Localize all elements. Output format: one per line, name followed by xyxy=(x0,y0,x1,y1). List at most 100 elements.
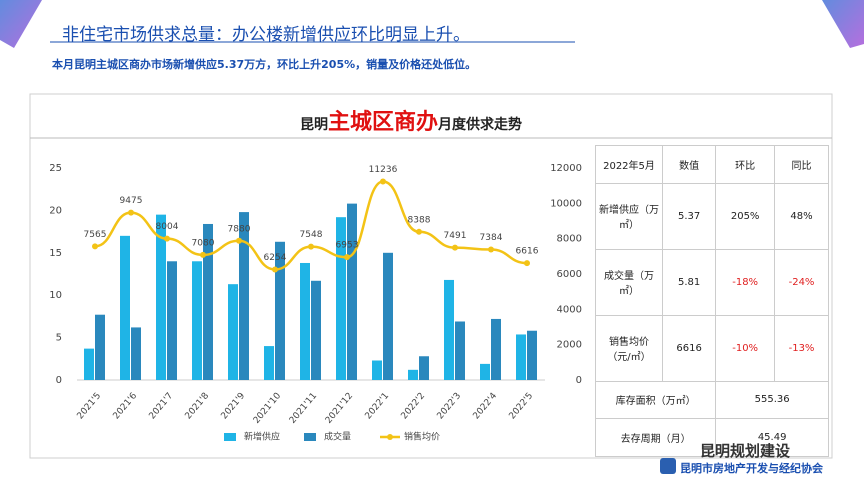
cell: 205% xyxy=(715,182,776,250)
data-table: 2022年5月 数值 环比 同比 新增供应（万㎡） 5.37 205% 48% 成交量（万㎡… xyxy=(594,145,829,457)
x-tick-label: 2021'5 xyxy=(76,391,104,421)
cell: 48% xyxy=(774,182,829,250)
x-tick-label: 2021'9 xyxy=(220,391,248,421)
bar xyxy=(336,217,346,380)
cell: 同比 xyxy=(774,145,829,184)
y-tick-label: 15 xyxy=(49,248,62,259)
bar xyxy=(527,330,537,380)
cell: -24% xyxy=(774,248,829,316)
legend-swatch xyxy=(224,433,236,441)
data-label: 8388 xyxy=(408,215,431,225)
cell: 6616 xyxy=(661,314,717,382)
org-name: 昆明市房地产开发与经纪协会 xyxy=(680,462,823,475)
x-tick-label: 2021'11 xyxy=(288,391,319,426)
y-tick-label: 25 xyxy=(49,163,62,174)
bar xyxy=(455,321,465,380)
chart-title: 昆明主城区商办月度供求走势 xyxy=(300,104,522,136)
bar xyxy=(192,261,202,380)
title-highlight: 主城区商办 xyxy=(328,110,439,135)
data-label: 7384 xyxy=(480,233,503,243)
y2-tick-label: 12000 xyxy=(550,163,582,174)
data-label: 8004 xyxy=(156,222,179,232)
cell: 环比 xyxy=(715,145,776,184)
bar xyxy=(408,369,418,380)
cell: 2022年5月 xyxy=(595,145,663,184)
bar xyxy=(516,334,526,380)
x-tick-label: 2021'8 xyxy=(184,391,212,421)
bar xyxy=(275,241,285,380)
subtitle: 本月昆明主城区商办市场新增供应5.37万方，环比上升205%，销量及价格还处低位… xyxy=(52,58,477,71)
y2-tick-label: 4000 xyxy=(557,304,582,315)
data-label: 11236 xyxy=(369,165,398,175)
x-tick-label: 2021'10 xyxy=(252,391,284,426)
x-tick-label: 2021'7 xyxy=(148,391,176,421)
bar xyxy=(372,360,382,380)
cell: 5.37 xyxy=(661,182,717,250)
y-tick-label: 20 xyxy=(49,205,62,216)
data-label: 7080 xyxy=(192,238,215,248)
bar xyxy=(264,346,274,380)
bar xyxy=(120,235,130,380)
bar xyxy=(84,348,94,380)
x-tick-label: 2022'5 xyxy=(508,391,536,421)
bar xyxy=(203,223,213,380)
line-marker xyxy=(128,209,134,216)
cell: 555.36 xyxy=(715,380,829,420)
legend-label: 销售均价 xyxy=(404,431,440,443)
x-tick-label: 2022'3 xyxy=(436,391,464,421)
data-label: 6953 xyxy=(336,241,359,251)
y2-tick-label: 8000 xyxy=(557,234,582,245)
watermark: 昆明规划建设 xyxy=(700,442,791,460)
logo xyxy=(660,458,676,474)
cell: -10% xyxy=(715,314,776,382)
bar xyxy=(156,214,166,380)
data-label: 9475 xyxy=(120,196,143,206)
y-tick-label: 10 xyxy=(49,290,62,301)
bar xyxy=(347,203,357,380)
x-tick-label: 2021'6 xyxy=(112,391,140,421)
line-marker xyxy=(488,246,494,253)
legend-swatch xyxy=(387,434,393,440)
line-marker xyxy=(416,228,422,235)
cell: 45.49 xyxy=(715,418,829,457)
y2-tick-label: 0 xyxy=(576,375,582,386)
bar xyxy=(228,284,238,380)
cell: 成交量（万㎡） xyxy=(595,248,663,316)
bar xyxy=(239,212,249,380)
data-label: 6254 xyxy=(264,253,287,263)
bar xyxy=(491,318,501,380)
cell: 新增供应（万㎡） xyxy=(595,182,663,250)
y2-tick-label: 10000 xyxy=(550,198,582,209)
line-marker xyxy=(272,266,278,273)
bar xyxy=(131,327,141,380)
bar xyxy=(300,262,310,380)
title-part: 月度供求走势 xyxy=(438,117,523,133)
line-marker xyxy=(452,244,458,251)
bar xyxy=(480,363,490,380)
data-label: 7565 xyxy=(84,230,107,240)
bar xyxy=(444,279,454,380)
bar xyxy=(311,280,321,380)
bar xyxy=(383,252,393,380)
legend-label: 新增供应 xyxy=(244,431,280,443)
bar xyxy=(419,356,429,380)
line-marker xyxy=(92,243,98,250)
bar xyxy=(167,261,177,380)
line-marker xyxy=(164,235,170,242)
data-label: 7548 xyxy=(300,230,323,240)
y-tick-label: 0 xyxy=(56,375,62,386)
line-marker xyxy=(344,254,350,261)
x-tick-label: 2021'12 xyxy=(324,391,355,426)
cell: -18% xyxy=(715,248,776,316)
x-tick-label: 2022'1 xyxy=(364,391,392,421)
cell: 库存面积（万㎡） xyxy=(594,380,717,420)
line-marker xyxy=(524,260,530,267)
data-label: 7491 xyxy=(444,231,467,241)
legend-swatch xyxy=(304,433,316,441)
legend-label: 成交量 xyxy=(324,431,351,443)
cell: -13% xyxy=(774,314,829,382)
y2-tick-label: 2000 xyxy=(557,340,582,351)
